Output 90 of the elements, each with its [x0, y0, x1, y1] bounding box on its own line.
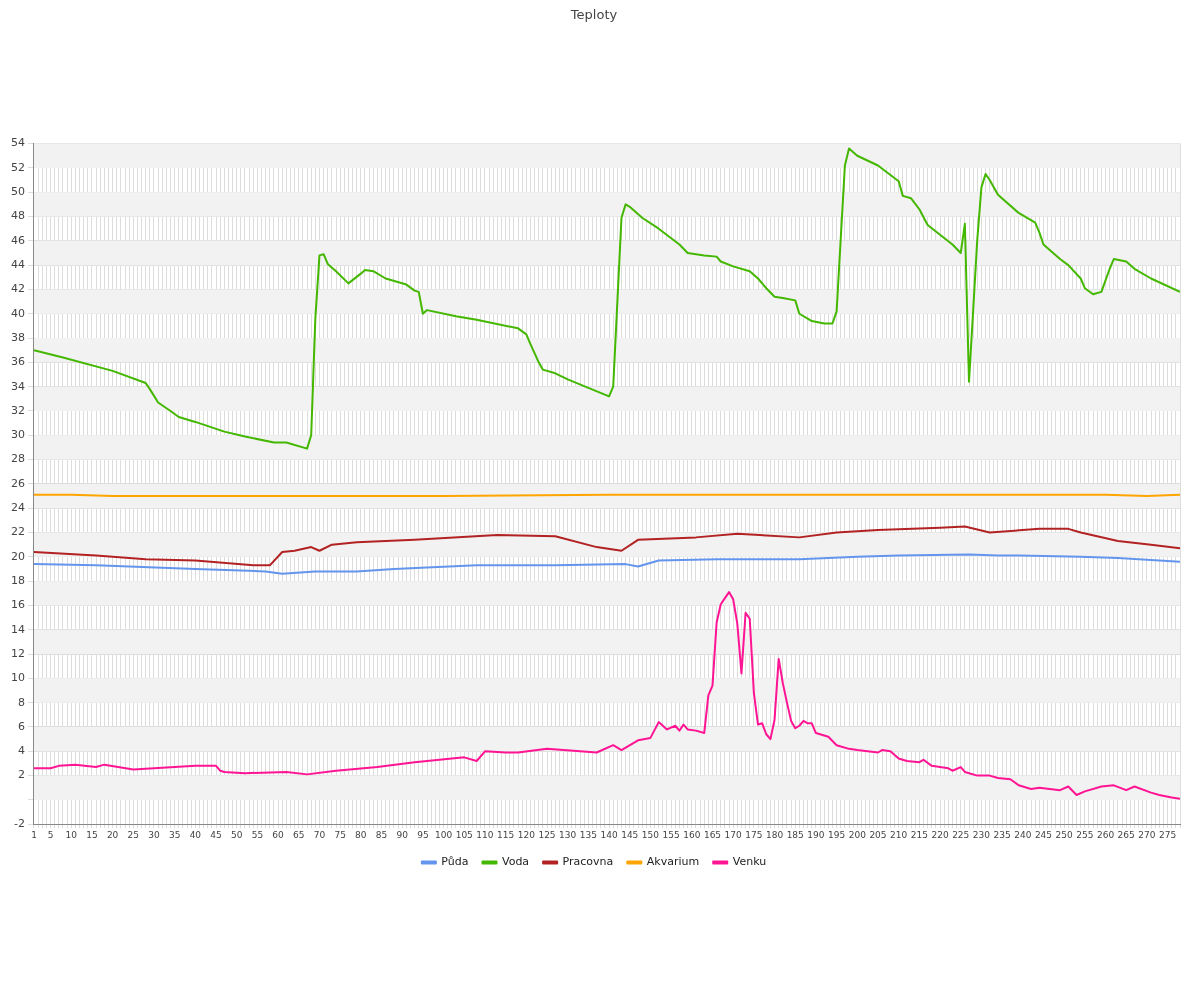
- x-tick-label: 140: [600, 829, 618, 840]
- x-tick-label: 215: [910, 829, 928, 840]
- x-tick-label: 20: [106, 829, 119, 840]
- y-tick-label: 6: [18, 719, 25, 733]
- x-tick-label: 85: [375, 829, 388, 840]
- y-tick-label: 14: [11, 622, 25, 636]
- x-tick-label: 150: [641, 829, 660, 840]
- x-tick-label: 1: [31, 829, 37, 840]
- x-tick-label: 90: [396, 829, 409, 840]
- y-tick-label: 4: [18, 744, 25, 758]
- x-tick-label: 160: [683, 829, 701, 840]
- x-tick-label: 265: [1117, 829, 1135, 840]
- legend-label: Pracovna: [562, 855, 614, 869]
- x-tick-label: 185: [786, 829, 804, 840]
- y-tick-label: 12: [11, 646, 25, 660]
- y-tick-label: 10: [11, 671, 25, 685]
- y-tick-label: 50: [11, 185, 25, 199]
- y-tick-label: 36: [11, 355, 25, 369]
- x-tick-label: 260: [1096, 829, 1115, 840]
- x-tick-label: 270: [1138, 829, 1156, 840]
- x-tick-label: 145: [621, 829, 639, 840]
- y-tick-label: 26: [11, 476, 25, 490]
- x-tick-label: 220: [931, 829, 949, 840]
- y-tick-label: 38: [11, 330, 25, 344]
- x-tick-label: 130: [559, 829, 577, 840]
- x-tick-label: 240: [1014, 829, 1032, 840]
- y-tick-label: 40: [11, 306, 25, 320]
- y-tick-label: 24: [11, 501, 25, 515]
- legend-label: Půda: [441, 855, 469, 869]
- legend-label: Voda: [501, 855, 530, 869]
- x-tick-label: 135: [579, 829, 597, 840]
- x-tick-label: 180: [765, 829, 784, 840]
- x-tick-label: 105: [455, 829, 473, 840]
- y-tick-label: 22: [11, 525, 25, 539]
- x-tick-label: 5: [47, 829, 54, 840]
- x-tick-label: 120: [517, 829, 536, 840]
- legend-label: Venku: [732, 855, 767, 869]
- x-tick-label: 55: [251, 829, 264, 840]
- y-tick-label: 54: [11, 136, 25, 150]
- x-tick-label: 110: [476, 829, 494, 840]
- y-tick-label: 44: [11, 258, 25, 271]
- y-tick-label: 20: [11, 549, 25, 563]
- x-tick-label: 10: [65, 829, 78, 840]
- x-tick-label: 200: [848, 829, 867, 840]
- x-tick-label: 95: [417, 829, 429, 840]
- x-tick-label: 80: [355, 829, 367, 840]
- x-tick-label: 255: [1076, 829, 1094, 840]
- y-tick-label: 28: [11, 452, 25, 466]
- y-tick-label: 8: [18, 695, 25, 709]
- x-tick-label: 195: [828, 829, 846, 840]
- x-tick-label: 25: [127, 829, 140, 840]
- x-tick-label: 190: [807, 829, 825, 840]
- x-tick-label: 225: [952, 829, 970, 840]
- legend-label: Akvarium: [646, 855, 700, 869]
- x-tick-label: 100: [434, 829, 453, 840]
- y-tick-label: 42: [11, 282, 25, 296]
- y-tick-label: 16: [11, 598, 25, 612]
- x-tick-label: 70: [313, 829, 326, 840]
- y-tick-label: 34: [11, 379, 25, 393]
- x-tick-label: 250: [1055, 829, 1074, 840]
- x-tick-label: 175: [745, 829, 763, 840]
- y-tick-label: 32: [11, 403, 25, 417]
- x-tick-label: 30: [148, 829, 160, 840]
- x-tick-label: 40: [189, 829, 202, 840]
- x-tick-label: 210: [890, 829, 908, 840]
- x-tick-label: 60: [272, 829, 285, 840]
- x-tick-label: 275: [1158, 829, 1177, 840]
- x-tick-label: 15: [86, 829, 98, 840]
- x-tick-label: 170: [724, 829, 743, 840]
- y-tick-label: 52: [11, 160, 25, 174]
- y-tick-label: 18: [11, 573, 25, 587]
- x-tick-label: 235: [993, 829, 1011, 840]
- x-tick-label: 115: [497, 829, 515, 840]
- y-tick-label: -2: [14, 817, 25, 831]
- chart-title: Teploty: [569, 7, 618, 23]
- x-tick-label: 230: [972, 829, 991, 840]
- x-tick-label: 205: [869, 829, 887, 840]
- x-tick-label: 125: [538, 829, 556, 840]
- x-tick-label: 165: [703, 829, 722, 840]
- x-tick-label: 45: [210, 829, 222, 840]
- x-tick-label: 50: [230, 829, 243, 840]
- x-tick-label: 75: [334, 829, 346, 840]
- x-tick-label: 65: [293, 829, 305, 840]
- y-tick-label: 2: [18, 768, 25, 782]
- y-tick-label: 46: [11, 233, 25, 247]
- x-tick-label: 245: [1034, 829, 1053, 840]
- y-tick-label: 48: [11, 209, 25, 223]
- x-tick-label: 155: [662, 829, 680, 840]
- x-tick-label: 35: [168, 829, 181, 840]
- y-tick-label: 30: [11, 428, 25, 442]
